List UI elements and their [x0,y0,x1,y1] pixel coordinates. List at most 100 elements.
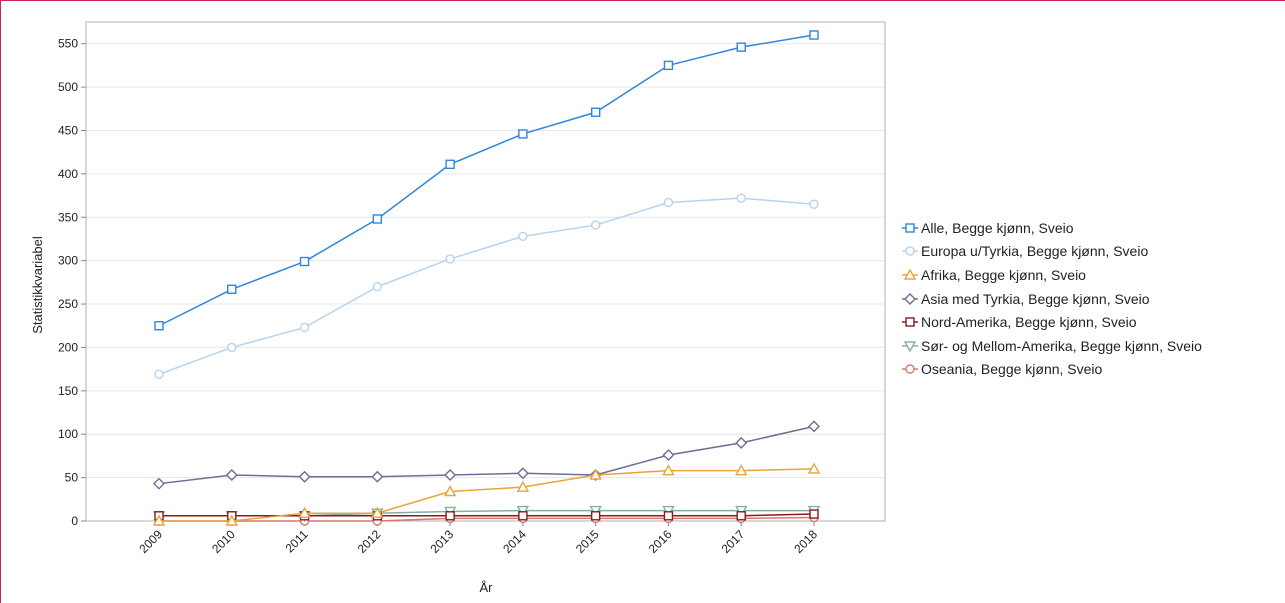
data-point [662,464,675,476]
legend-label: Asia med Tyrkia, Begge kjønn, Sveio [921,290,1150,307]
data-point [298,506,311,518]
legend: Alle, Begge kjønn, Sveio Europa u/Tyrkia,… [902,216,1285,381]
y-axis-ticks: 0 50 100 150 200 250 300 350 400 450 500 550 [58,37,86,528]
x-tick-label: 2012 [355,527,384,556]
x-tick-label: 2018 [791,527,820,556]
data-point [518,511,528,521]
data-point [663,60,674,71]
data-point [590,511,601,521]
data-point [445,159,455,170]
x-axis-title: År [480,580,494,595]
y-tick-label: 300 [58,254,78,268]
legend-item[interactable]: Asia med Tyrkia, Begge kjønn, Sveio [902,287,1285,311]
y-tick-label: 0 [71,514,78,528]
series-line [159,509,814,517]
data-point [443,485,457,497]
legend-label: Afrika, Begge kjønn, Sveio [921,266,1086,283]
data-point [589,468,602,480]
plot-area [85,21,886,522]
data-point [809,199,819,209]
series-layer [152,30,821,526]
data-point [807,462,821,474]
data-point [299,256,310,267]
data-point [662,449,675,462]
series-asia-med-tyrkia [153,420,820,490]
legend-item[interactable]: Europa u/Tyrkia, Begge kjønn, Sveio [902,240,1285,264]
legend-swatch [902,268,918,280]
data-point [905,246,915,257]
x-tick-label: 2017 [719,527,748,556]
data-point [227,284,237,294]
data-point [905,223,915,233]
legend-swatch [902,341,918,352]
data-point [809,509,819,519]
data-point [298,470,311,483]
data-point [735,505,748,518]
x-tick-label: 2010 [209,527,238,556]
y-tick-label: 50 [65,471,79,485]
data-point [152,514,166,526]
y-tick-label: 200 [58,340,78,354]
data-point [662,505,675,518]
y-tick-label: 100 [58,427,78,441]
data-point [663,197,674,208]
legend-label: Nord-Amerika, Begge kjønn, Sveio [921,314,1137,331]
legend-label: Oseania, Begge kjønn, Sveio [921,361,1103,378]
legend-label: Europa u/Tyrkia, Begge kjønn, Sveio [921,243,1149,260]
data-point [153,477,165,490]
data-point [371,470,384,483]
y-tick-label: 550 [58,37,78,51]
data-point [445,511,455,521]
legend-label: Sør- og Mellom-Amerika, Begge kjønn, Sve… [921,337,1202,354]
legend-swatch [902,292,918,305]
y-axis-title: Statistikkvariabel [30,236,45,334]
legend-item[interactable]: Alle, Begge kjønn, Sveio [902,216,1285,240]
data-point [371,506,384,518]
data-point [590,220,601,230]
legend-item[interactable]: Sør- og Mellom-Amerika, Begge kjønn, Sve… [902,334,1285,358]
data-point [903,268,917,280]
data-point [372,281,383,292]
legend-item[interactable]: Nord-Amerika, Begge kjønn, Sveio [902,310,1285,334]
y-tick-label: 450 [58,123,78,137]
data-point [736,42,746,52]
data-point [225,514,238,526]
x-tick-label: 2013 [427,527,456,556]
x-tick-label: 2014 [500,527,529,556]
data-point [154,369,164,380]
data-point [518,231,528,242]
data-point [299,322,310,333]
series-line [159,468,815,522]
y-tick-label: 150 [58,384,78,398]
data-point [516,505,530,518]
data-point [905,317,915,327]
series-line [158,197,815,376]
legend-item[interactable]: Afrika, Begge kjønn, Sveio [902,263,1285,287]
data-point [903,341,917,352]
x-tick-label: 2015 [573,527,602,556]
series-europa-u-tyrkia [154,193,819,380]
series-afrika [152,462,821,526]
y-tick-label: 250 [58,297,78,311]
x-tick-label: 2009 [136,527,165,556]
series-line [158,425,815,485]
data-point [372,214,383,224]
data-point [225,469,238,481]
y-tick-label: 400 [58,167,78,181]
series-line [159,513,815,517]
data-point [518,129,528,139]
data-point [905,364,915,375]
data-point [227,342,237,353]
series-line [159,516,815,522]
series-alle [154,30,819,331]
data-point [445,254,455,264]
series-line [158,34,815,327]
data-point [735,436,748,449]
legend-item[interactable]: Oseania, Begge kjønn, Sveio [902,358,1285,382]
data-point [736,193,746,203]
y-tick-label: 350 [58,210,78,224]
data-point [808,420,820,433]
x-tick-label: 2011 [283,527,311,555]
